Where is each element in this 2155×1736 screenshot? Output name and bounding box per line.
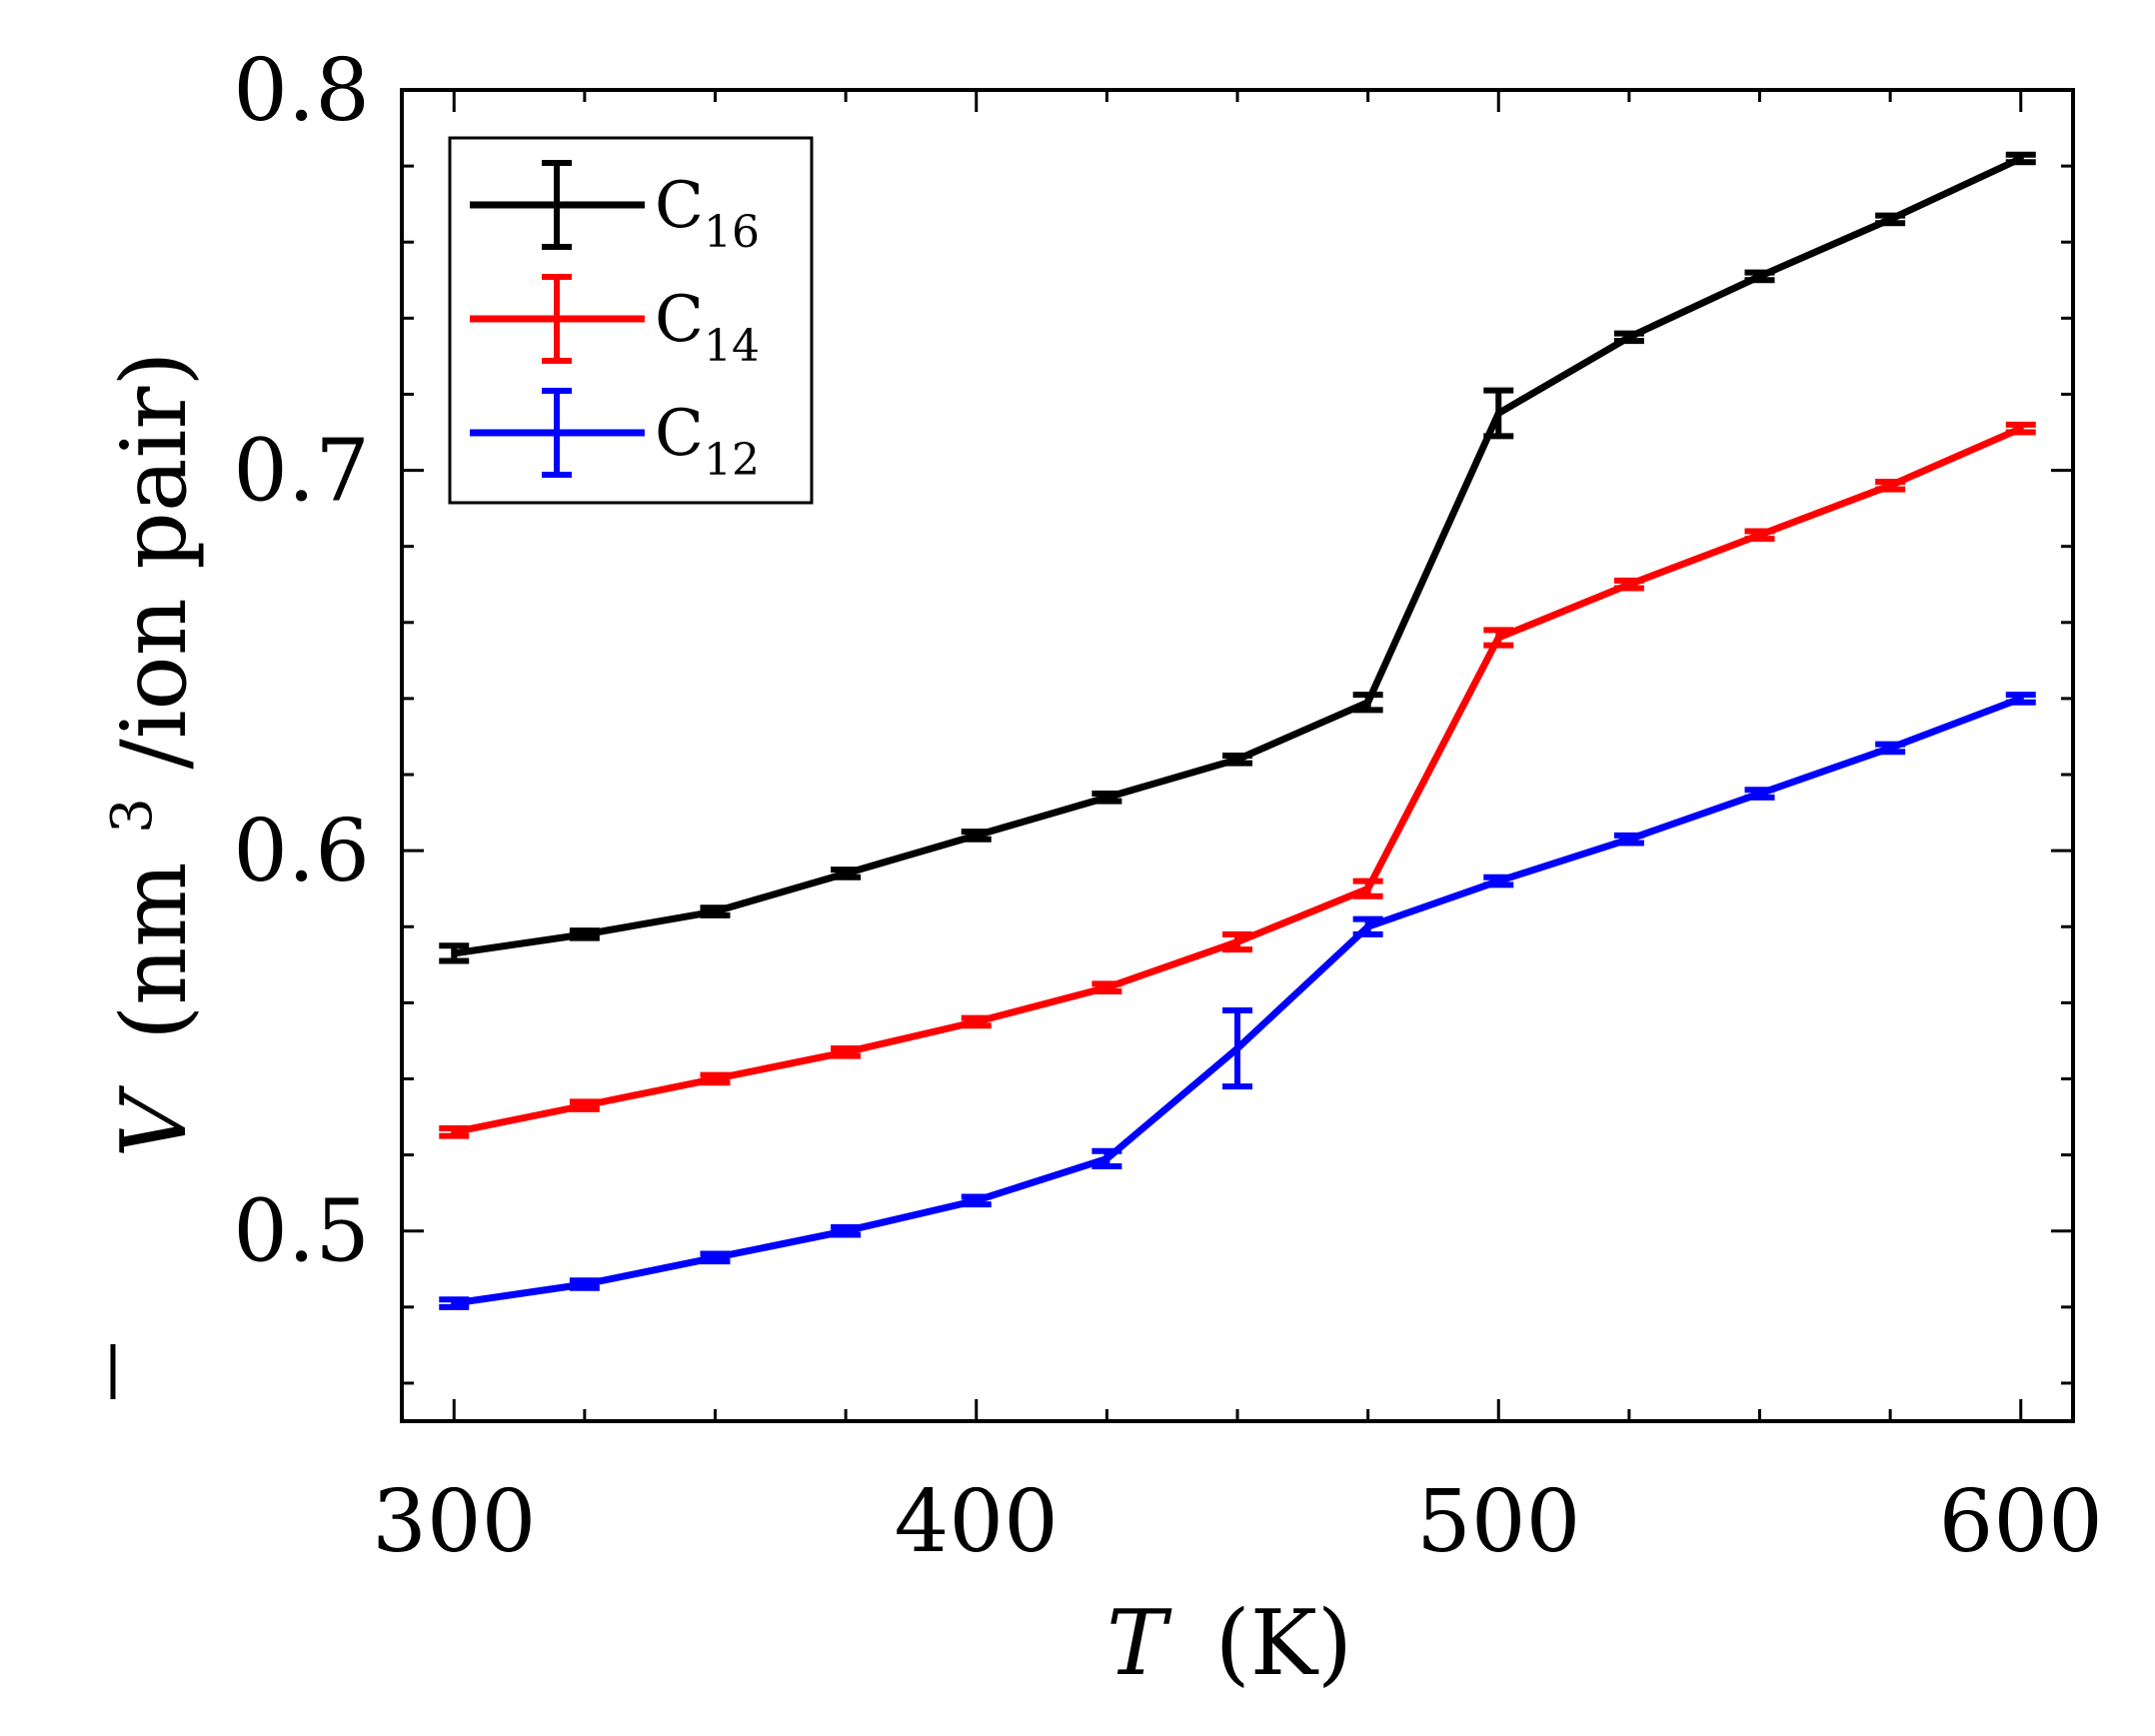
- error-bar-C12: [961, 1193, 992, 1208]
- y-tick-label: 0.8: [233, 41, 370, 141]
- error-bar-C12: [1744, 787, 1775, 801]
- y-axis-title: V (nm 3 /ion pair): [68, 352, 207, 1399]
- error-bar-C12: [1222, 1006, 1252, 1090]
- x-axis-title: T (K): [1106, 1591, 1352, 1696]
- legend-label: C12: [655, 397, 760, 486]
- axis-ticks: [402, 88, 2073, 1421]
- error-bar-C16: [1483, 387, 1514, 440]
- legend-label: C16: [655, 169, 760, 258]
- legend-label-base: C: [655, 283, 704, 357]
- error-bar-C16: [961, 829, 992, 843]
- series-layer: [439, 151, 2036, 1310]
- legend-label-base: C: [655, 169, 704, 243]
- error-bar-C12: [831, 1223, 862, 1238]
- error-bar-C14: [831, 1045, 862, 1059]
- legend-label-base: C: [655, 397, 704, 471]
- x-axis-unit: (K): [1215, 1591, 1352, 1696]
- error-bar-C16: [700, 904, 731, 918]
- error-bar-C14: [569, 1098, 600, 1112]
- x-tick-label: 300: [372, 1472, 536, 1572]
- error-bar-C16: [1613, 330, 1644, 345]
- error-bar-C12: [2005, 692, 2036, 706]
- legend-label-sub: 14: [704, 321, 760, 372]
- legend-label-sub: 16: [704, 207, 760, 258]
- error-bar-C14: [1352, 877, 1383, 899]
- x-tick-label: 600: [1939, 1472, 2103, 1572]
- error-bar-C16: [439, 942, 470, 964]
- error-bar-C14: [961, 1014, 992, 1029]
- y-tick-label: 0.5: [233, 1182, 370, 1282]
- error-bar-C16: [831, 867, 862, 880]
- svg-text:V (nm 3 /ion: V (nm 3 /ion pair): [68, 352, 207, 1158]
- error-bar-C16: [1875, 212, 1906, 227]
- error-bar-C12: [1352, 915, 1383, 937]
- legend-item-C12: C12: [470, 388, 760, 486]
- error-bar-C16: [1222, 753, 1252, 767]
- error-bar-C14: [1875, 478, 1906, 493]
- error-bar-C12: [439, 1296, 470, 1310]
- tick-labels: 300 400 500 600 0.5 0.6 0.7 0.8: [233, 41, 2103, 1572]
- error-bar-C14: [1483, 627, 1514, 649]
- x-tick-label: 400: [895, 1472, 1059, 1572]
- series-line-C12: [453, 695, 2022, 1307]
- error-bar-C14: [1613, 577, 1644, 592]
- x-axis-symbol: T: [1106, 1591, 1172, 1696]
- x-tick-label: 500: [1416, 1472, 1580, 1572]
- error-bar-C16: [1352, 692, 1383, 714]
- error-bar-C14: [700, 1071, 731, 1086]
- error-bar-C14: [439, 1124, 470, 1139]
- legend-item-C14: C14: [470, 274, 760, 372]
- error-bar-C14: [1091, 980, 1122, 994]
- error-bar-C12: [569, 1277, 600, 1291]
- series-C14: [439, 421, 2036, 1139]
- y-tick-label: 0.6: [233, 802, 370, 901]
- legend-item-C16: C16: [470, 160, 760, 258]
- error-bar-C16: [569, 927, 600, 941]
- y-axis-unit-exp: 3: [100, 798, 165, 834]
- legend-label: C14: [655, 283, 760, 372]
- error-bar-C14: [1222, 930, 1252, 953]
- y-axis-unit-open: (nm: [102, 862, 207, 1039]
- series-C16: [439, 151, 2036, 964]
- error-bar-C16: [1744, 269, 1775, 284]
- series-C12: [439, 692, 2036, 1310]
- error-bar-C12: [1483, 873, 1514, 888]
- error-bar-C14: [2005, 421, 2036, 436]
- y-tick-label: 0.7: [233, 422, 370, 522]
- error-bar-C16: [1091, 791, 1122, 805]
- y-axis-symbol: V: [102, 1084, 207, 1157]
- y-axis-unit-rest: /ion pair): [102, 352, 207, 770]
- error-bar-C14: [1744, 528, 1775, 543]
- error-bar-C12: [700, 1250, 731, 1265]
- error-bar-C12: [1091, 1147, 1122, 1170]
- error-bar-C12: [1875, 741, 1906, 756]
- error-bar-C16: [2005, 151, 2036, 166]
- error-bar-C12: [1613, 832, 1644, 847]
- legend-label-sub: 12: [704, 435, 760, 486]
